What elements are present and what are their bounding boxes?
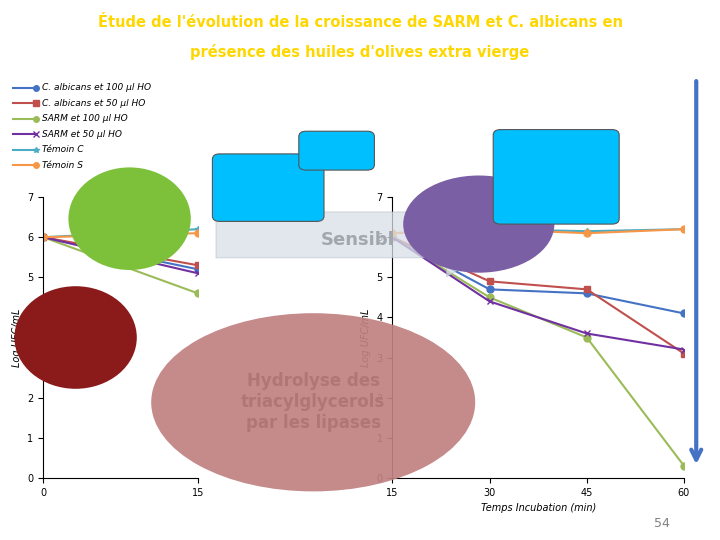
Text: C. albicans et 50 μl HO: C. albicans et 50 μl HO <box>42 99 145 107</box>
Y-axis label: Log UFC/mL: Log UFC/mL <box>12 308 22 367</box>
Text: A  100μl: A 100μl <box>307 144 366 157</box>
Text: Étude de l'évolution de la croissance de SARM et C. albicans en: Étude de l'évolution de la croissance de… <box>97 15 623 30</box>
X-axis label: Temps Incubation (min): Temps Incubation (min) <box>480 503 596 513</box>
Text: Ciafardini
et Zull,
(2015): Ciafardini et Zull, (2015) <box>42 316 109 359</box>
Text: Sensible: Sensible <box>320 231 407 249</box>
Text: Inhibition de la
croissance du
C. albicans au bout
de 60 min
100μl: Inhibition de la croissance du C. albica… <box>500 148 613 205</box>
Text: C. albicans: C. albicans <box>424 215 534 233</box>
Text: présence des huiles d'olives extra vierge: présence des huiles d'olives extra vierg… <box>190 44 530 60</box>
Text: SARM et 100 μl HO: SARM et 100 μl HO <box>42 114 128 123</box>
Text: Témoin C: Témoin C <box>42 145 84 154</box>
Text: Inhibition de la
croissance du
SARM au bout de: Inhibition de la croissance du SARM au b… <box>221 171 315 204</box>
Text: C. albicans et 100 μl HO: C. albicans et 100 μl HO <box>42 83 151 92</box>
Text: 54: 54 <box>654 517 670 530</box>
Text: Témoin S: Témoin S <box>42 160 83 170</box>
Text: Hydrolyse des
triacylglycerols
par les lipases: Hydrolyse des triacylglycerols par les l… <box>241 373 385 432</box>
Text: SARM: SARM <box>94 208 166 229</box>
Text: SARM et 50 μl HO: SARM et 50 μl HO <box>42 130 122 139</box>
Y-axis label: Log UFC/mL: Log UFC/mL <box>361 308 371 367</box>
